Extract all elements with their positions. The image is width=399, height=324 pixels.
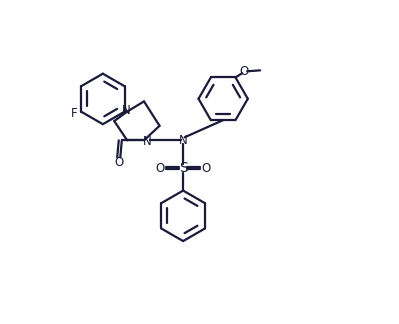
Text: N: N xyxy=(179,134,188,147)
Text: N: N xyxy=(143,135,152,148)
Text: O: O xyxy=(156,162,165,175)
Text: F: F xyxy=(71,107,77,120)
Text: N: N xyxy=(122,104,130,117)
Text: O: O xyxy=(114,156,123,169)
Text: O: O xyxy=(239,65,249,78)
Text: O: O xyxy=(201,162,211,175)
Text: S: S xyxy=(179,161,188,175)
